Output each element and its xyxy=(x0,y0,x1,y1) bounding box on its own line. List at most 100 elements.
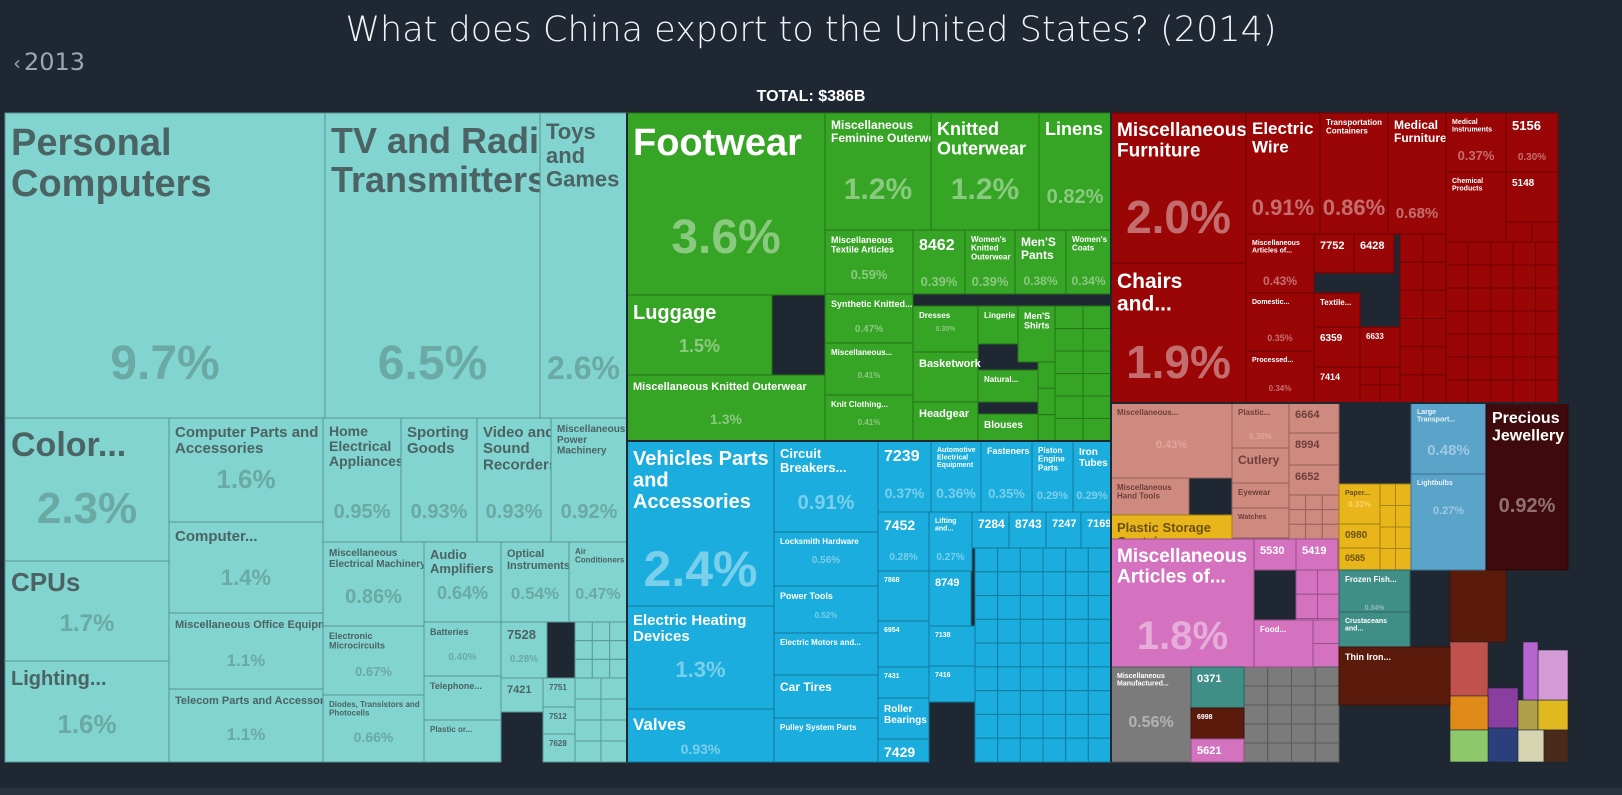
treemap-cell[interactable]: 6633 xyxy=(1359,326,1401,368)
treemap-cell[interactable]: Transportation Containers 0.86% xyxy=(1319,112,1389,235)
treemap-cell[interactable]: Power Tools 0.52% xyxy=(773,585,879,634)
treemap-cell[interactable]: Electronic Microcircuits 0.67% xyxy=(322,625,425,696)
treemap-cell[interactable]: Computer... 1.4% xyxy=(168,521,324,614)
treemap-cell[interactable]: Headgear xyxy=(912,401,979,442)
treemap-cell[interactable]: Blouses xyxy=(977,413,1039,442)
treemap-cell[interactable]: Automotive Electrical Equipment 0.36% xyxy=(930,440,982,513)
treemap-cell[interactable]: Medical Instruments 0.37% xyxy=(1445,112,1507,173)
treemap-cell[interactable]: Valves 0.93% xyxy=(626,708,775,763)
treemap-cell[interactable]: Air Conditioners 0.47% xyxy=(568,541,628,623)
treemap-cell[interactable]: Miscellaneous Articles of... 1.8% xyxy=(1110,538,1255,668)
treemap-cell[interactable]: Piston Engine Parts 0.29% xyxy=(1031,440,1074,513)
treemap-cell[interactable]: Roller Bearings xyxy=(877,697,930,740)
treemap-cell[interactable]: Lingerie xyxy=(977,305,1019,345)
treemap-cell[interactable]: Personal Computers 9.7% xyxy=(4,112,326,419)
treemap-cell[interactable]: Vehicles Parts and Accessories 2.4% xyxy=(626,440,775,607)
treemap-cell[interactable]: Medical Furniture 0.68% xyxy=(1387,112,1447,235)
treemap-cell[interactable]: 5621 xyxy=(1190,738,1245,763)
treemap-cell[interactable]: 7628 xyxy=(542,733,576,763)
treemap-cell[interactable]: 6652 xyxy=(1288,464,1340,496)
treemap-cell[interactable]: Video and Sound Recorders 0.93% xyxy=(476,417,557,543)
treemap-cell[interactable]: Cutlery xyxy=(1231,447,1290,484)
treemap-cell[interactable]: 0585 xyxy=(1338,547,1381,571)
treemap-cell[interactable]: Synthetic Knitted... 0.47% xyxy=(824,293,914,344)
treemap-cell[interactable]: 8743 xyxy=(1008,511,1047,549)
treemap-cell[interactable]: Miscellaneous Knitted Outerwear 1.3% xyxy=(626,374,826,442)
treemap-cell[interactable]: Plastic StorageContainers xyxy=(1110,514,1233,549)
treemap-cell[interactable]: CPUs 1.7% xyxy=(4,560,170,662)
treemap-cell[interactable]: Luggage 1.5% xyxy=(626,294,773,376)
treemap-cell[interactable]: Telecom Parts and Accessories 1.1% xyxy=(168,688,339,763)
treemap-cell[interactable]: 7452 0.28% xyxy=(877,511,930,572)
treemap-cell[interactable]: Miscellaneous Furniture 2.0% xyxy=(1110,112,1247,264)
treemap-cell[interactable]: Miscellaneous... 0.43% xyxy=(1110,402,1233,479)
treemap-cell[interactable]: Iron Tubes 0.29% xyxy=(1072,440,1112,513)
treemap-cell[interactable]: 7414 xyxy=(1313,366,1361,404)
treemap-cell[interactable]: Fasteners 0.35% xyxy=(980,440,1033,513)
treemap-cell[interactable]: Electric Wire 0.91% xyxy=(1245,112,1321,235)
treemap-cell[interactable]: Chairs and... 1.9% xyxy=(1110,262,1247,404)
treemap-cell[interactable]: Plastic or... xyxy=(423,719,502,763)
treemap-cell[interactable]: Footwear 3.6% xyxy=(626,112,826,296)
treemap-cell[interactable]: Circuit Breakers... 0.91% xyxy=(773,440,879,533)
treemap-cell[interactable]: 8749 xyxy=(928,570,972,627)
treemap-cell[interactable]: Optical Instruments 0.54% xyxy=(500,541,570,623)
treemap-cell[interactable]: Miscellaneous Feminine Outerwear 1.2% xyxy=(824,112,947,231)
treemap-cell[interactable]: Miscellaneous Textile Articles 0.59% xyxy=(824,229,914,295)
treemap-cell[interactable]: Domestic... 0.35% xyxy=(1245,292,1315,352)
treemap-cell[interactable]: Locksmith Hardware 0.56% xyxy=(773,531,879,587)
treemap-cell[interactable]: Men'S Pants 0.38% xyxy=(1014,229,1067,295)
treemap-cell[interactable]: 6954 xyxy=(877,620,930,668)
treemap-cell[interactable]: Men'S Shirts xyxy=(1017,305,1056,363)
treemap-cell[interactable]: 8462 0.39% xyxy=(912,229,966,295)
treemap-cell[interactable]: Car Tires xyxy=(773,674,879,719)
treemap-cell[interactable]: Precious Jewellery 0.92% xyxy=(1485,402,1569,571)
treemap-cell[interactable]: 7416 xyxy=(928,665,976,703)
treemap-cell[interactable]: Lifting and... 0.27% xyxy=(928,511,973,572)
treemap-cell[interactable]: Telephone... xyxy=(423,675,502,721)
treemap-cell[interactable]: Textile... xyxy=(1313,292,1361,328)
treemap-cell[interactable]: 5419 xyxy=(1295,538,1339,571)
treemap-cell[interactable]: Knit Clothing... 0.41% xyxy=(824,394,914,442)
previous-year-link[interactable]: ‹ 2013 xyxy=(13,48,85,76)
treemap-cell[interactable]: Batteries 0.40% xyxy=(423,621,502,677)
treemap-cell[interactable]: 7752 xyxy=(1313,233,1355,274)
treemap-cell[interactable]: Electric Heating Devices 1.3% xyxy=(626,605,775,710)
treemap-cell[interactable]: Linens 0.82% xyxy=(1038,112,1112,231)
treemap-cell[interactable]: 7751 xyxy=(542,677,576,708)
treemap-cell[interactable]: Pulley System Parts xyxy=(773,717,879,763)
treemap-cell[interactable]: 5148 xyxy=(1505,171,1559,223)
treemap-cell[interactable]: 8994 xyxy=(1288,432,1340,466)
treemap-cell[interactable]: Color... 2.3% xyxy=(4,417,170,562)
treemap-cell[interactable]: Miscellaneous... 0.41% xyxy=(824,342,914,396)
treemap-cell[interactable]: Large Transport... 0.48% xyxy=(1410,402,1487,475)
treemap-cell[interactable]: Knitted Outerwear 1.2% xyxy=(930,112,1040,231)
treemap-cell[interactable]: 6998 xyxy=(1190,707,1245,740)
treemap-cell[interactable]: Paper... 0.33% xyxy=(1338,483,1381,525)
treemap-cell[interactable]: 0371 xyxy=(1190,666,1245,709)
treemap-cell[interactable]: 7429 xyxy=(877,738,930,763)
treemap-cell[interactable]: Eyewear xyxy=(1231,482,1290,509)
treemap-cell[interactable]: Thin Iron... xyxy=(1338,646,1451,706)
treemap-cell[interactable]: Processed... 0.34% xyxy=(1245,350,1315,404)
treemap-cell[interactable]: Basketwork xyxy=(912,351,982,403)
treemap-cell[interactable]: Lighting... 1.6% xyxy=(4,660,170,763)
treemap-cell[interactable]: Diodes, Transistors and Photocells 0.66% xyxy=(322,694,425,763)
treemap-cell[interactable]: 7528 0.28% xyxy=(500,621,548,679)
treemap-cell[interactable]: Miscellaneous Office Equipment 1.1% xyxy=(168,612,345,690)
treemap-cell[interactable]: Lightbulbs 0.27% xyxy=(1410,473,1487,571)
treemap-cell[interactable]: Computer Parts and Accessories 1.6% xyxy=(168,417,324,523)
treemap-cell[interactable]: Toys and Games 2.6% xyxy=(539,112,628,419)
treemap-cell[interactable]: Plastic... 0.35% xyxy=(1231,402,1290,449)
treemap-cell[interactable]: Sporting Goods 0.93% xyxy=(400,417,478,543)
treemap-cell[interactable]: Miscellaneous Electrical Machinery 0.86% xyxy=(322,541,426,627)
treemap-cell[interactable]: 7868 xyxy=(877,570,930,622)
treemap-cell[interactable]: Watches xyxy=(1231,507,1290,539)
treemap-cell[interactable]: 7169 xyxy=(1080,511,1112,549)
treemap-cell[interactable]: Crustaceans and... xyxy=(1338,611,1411,648)
treemap-cell[interactable]: Miscellaneous Power Machinery 0.92% xyxy=(550,417,628,543)
treemap-cell[interactable]: Chemical Products xyxy=(1445,171,1507,243)
treemap-cell[interactable]: 7247 xyxy=(1045,511,1082,549)
treemap-cell[interactable]: Home Electrical Appliances 0.95% xyxy=(322,417,404,543)
treemap-cell[interactable]: Miscellaneous Manufactured... 0.56% xyxy=(1110,666,1192,763)
